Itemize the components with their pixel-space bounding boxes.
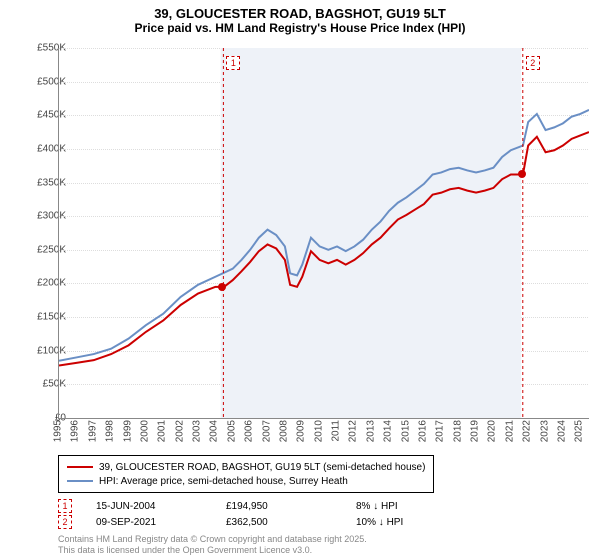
sale-index-2: 2 (58, 515, 72, 529)
xtick-label: 2013 (365, 420, 376, 442)
xtick-label: 2005 (226, 420, 237, 442)
legend-label-price: 39, GLOUCESTER ROAD, BAGSHOT, GU19 5LT (… (99, 462, 425, 473)
xtick-label: 1997 (87, 420, 98, 442)
xtick-label: 2003 (192, 420, 203, 442)
legend-label-hpi: HPI: Average price, semi-detached house,… (99, 476, 348, 487)
xtick-label: 2001 (157, 420, 168, 442)
sale-date-2: 09-SEP-2021 (96, 517, 226, 528)
sales-table: 1 15-JUN-2004 £194,950 8% ↓ HPI 2 09-SEP… (58, 498, 486, 530)
xtick-label: 2008 (278, 420, 289, 442)
title-line2: Price paid vs. HM Land Registry's House … (0, 21, 600, 35)
xtick-label: 2022 (522, 420, 533, 442)
sale-index-1: 1 (58, 499, 72, 513)
footer-line2: This data is licensed under the Open Gov… (58, 545, 367, 556)
xtick-label: 2009 (296, 420, 307, 442)
chart-container: 39, GLOUCESTER ROAD, BAGSHOT, GU19 5LT P… (0, 0, 600, 560)
footer-line1: Contains HM Land Registry data © Crown c… (58, 534, 367, 545)
sale-change-1: 8% ↓ HPI (356, 501, 486, 512)
sale-dot (518, 170, 526, 178)
sale-price-1: £194,950 (226, 501, 356, 512)
xtick-label: 2021 (504, 420, 515, 442)
sale-row-1: 1 15-JUN-2004 £194,950 8% ↓ HPI (58, 498, 486, 514)
xtick-label: 2007 (261, 420, 272, 442)
xtick-label: 2010 (313, 420, 324, 442)
xtick-label: 2018 (452, 420, 463, 442)
xtick-label: 2024 (556, 420, 567, 442)
title-line1: 39, GLOUCESTER ROAD, BAGSHOT, GU19 5LT (0, 6, 600, 21)
xtick-label: 2006 (244, 420, 255, 442)
footer: Contains HM Land Registry data © Crown c… (58, 534, 367, 556)
legend-swatch-hpi (67, 480, 93, 482)
plot-area (58, 48, 589, 419)
title-block: 39, GLOUCESTER ROAD, BAGSHOT, GU19 5LT P… (0, 0, 600, 35)
xtick-label: 2023 (539, 420, 550, 442)
xtick-label: 2002 (174, 420, 185, 442)
sale-dot (218, 283, 226, 291)
legend: 39, GLOUCESTER ROAD, BAGSHOT, GU19 5LT (… (58, 455, 434, 493)
xtick-label: 1995 (53, 420, 64, 442)
legend-row-hpi: HPI: Average price, semi-detached house,… (67, 474, 425, 488)
xtick-label: 2025 (574, 420, 585, 442)
legend-row-price: 39, GLOUCESTER ROAD, BAGSHOT, GU19 5LT (… (67, 460, 425, 474)
sale-price-2: £362,500 (226, 517, 356, 528)
xtick-label: 1998 (105, 420, 116, 442)
xtick-label: 2012 (348, 420, 359, 442)
xtick-label: 1996 (70, 420, 81, 442)
sale-row-2: 2 09-SEP-2021 £362,500 10% ↓ HPI (58, 514, 486, 530)
sale-change-2: 10% ↓ HPI (356, 517, 486, 528)
xtick-label: 2016 (417, 420, 428, 442)
xtick-label: 2014 (383, 420, 394, 442)
legend-swatch-price (67, 466, 93, 468)
xtick-label: 2011 (331, 420, 342, 442)
xtick-label: 2000 (139, 420, 150, 442)
xtick-label: 2015 (400, 420, 411, 442)
sale-date-1: 15-JUN-2004 (96, 501, 226, 512)
shade-region (221, 48, 522, 418)
xtick-label: 2020 (487, 420, 498, 442)
xtick-label: 2004 (209, 420, 220, 442)
plot-svg (59, 48, 589, 418)
xtick-label: 2017 (435, 420, 446, 442)
marker-label: 2 (526, 56, 540, 70)
xtick-label: 1999 (122, 420, 133, 442)
marker-label: 1 (226, 56, 240, 70)
xtick-label: 2019 (470, 420, 481, 442)
